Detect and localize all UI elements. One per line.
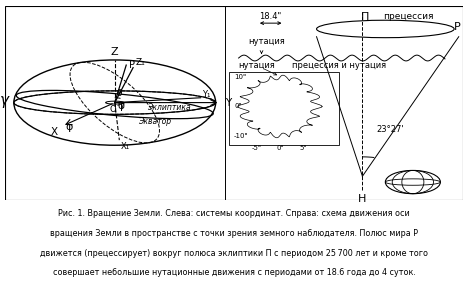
Text: 10": 10" (234, 74, 246, 80)
Text: прецессия и нутация: прецессия и нутация (292, 61, 387, 70)
Text: Экватор: Экватор (138, 117, 171, 126)
Bar (229, 72, 339, 145)
Text: 0": 0" (234, 103, 241, 109)
Text: φ: φ (65, 122, 73, 132)
Text: -5": -5" (252, 145, 262, 151)
Text: γ: γ (0, 93, 9, 108)
Text: П: П (360, 11, 369, 21)
Text: вращения Земли в пространстве с точки зрения земного наблюдателя. Полюс мира Р: вращения Земли в пространстве с точки зр… (50, 229, 418, 238)
Text: -10": -10" (234, 133, 249, 139)
Text: нутация: нутация (248, 37, 285, 46)
Text: X₁: X₁ (120, 142, 129, 151)
Text: прецессия: прецессия (383, 11, 433, 21)
Text: 0": 0" (276, 145, 284, 151)
Text: Н: Н (358, 194, 366, 204)
Text: Y: Y (225, 97, 231, 108)
Text: Р: Р (454, 22, 461, 32)
Text: O: O (109, 105, 116, 113)
Text: 5": 5" (299, 145, 307, 151)
Text: Z: Z (111, 47, 118, 57)
Text: движется (прецессирует) вокруг полюса эклиптики П с периодом 25 700 лет и кроме : движется (прецессирует) вокруг полюса эк… (40, 249, 428, 258)
Text: Эклиптика: Эклиптика (147, 103, 190, 112)
Text: Y₁: Y₁ (202, 90, 210, 99)
Text: совершает небольшие нутационные движения с периодами от 18.6 года до 4 суток.: совершает небольшие нутационные движения… (52, 268, 416, 278)
Text: P: P (129, 60, 134, 70)
Text: X: X (51, 127, 58, 137)
Text: θ: θ (116, 89, 122, 98)
Text: 18.4": 18.4" (260, 12, 282, 21)
Text: ψ: ψ (117, 101, 124, 111)
Text: нутация: нутация (239, 61, 275, 70)
Text: 23°27': 23°27' (376, 125, 404, 134)
Text: Рис. 1. Вращение Земли. Слева: системы координат. Справа: схема движения оси: Рис. 1. Вращение Земли. Слева: системы к… (58, 209, 410, 218)
Text: Z₁: Z₁ (135, 58, 145, 67)
